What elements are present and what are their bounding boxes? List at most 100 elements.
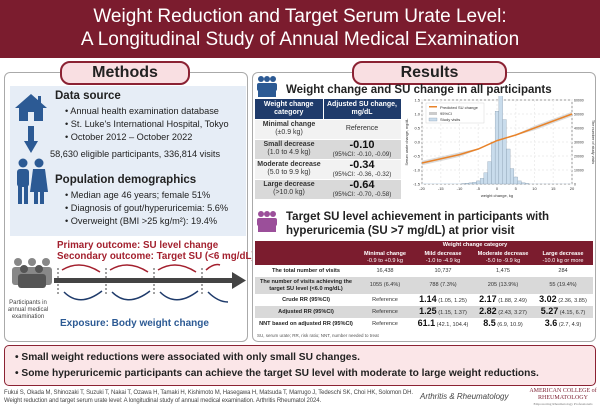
table-row: Crude RR (95%CI) Reference 1.14 (1.05, 1.2… — [255, 294, 593, 306]
table-cell: 205 (13.9%) — [473, 277, 533, 294]
participants-label: Participants in annual medical examinati… — [7, 300, 49, 320]
legend-swatch — [429, 106, 437, 108]
histogram-bar — [483, 172, 488, 185]
table-cell: Reference — [372, 296, 398, 303]
table-row: Large decrease (>10.0 kg) -0.64 (95%CI: -0.… — [255, 179, 401, 200]
table-cell: 3.02 (2.36, 3.85) — [539, 294, 587, 305]
table-row: NNT based on adjusted RR (95%CI) Referenc… — [255, 318, 593, 330]
y2-axis-label: The number of study visits — [591, 120, 595, 164]
histogram-bar — [502, 119, 507, 185]
table-cell: 61.1 (42.1, 104.4) — [417, 318, 469, 329]
legend-label: Predicted SU change — [440, 105, 479, 110]
legend-label: Study visits — [440, 117, 460, 122]
table-cell: 1055 (6.4%) — [357, 277, 413, 294]
exposure-label: Exposure: Body weight change — [60, 318, 209, 329]
conclusion-item: • Small weight reductions were associate… — [15, 352, 360, 363]
table-cell: 8.5 (6.9, 10.9) — [483, 318, 523, 329]
row-label: The number of visits achieving the targe… — [255, 277, 357, 294]
table-cell: 1.14 (1.05, 1.25) — [419, 294, 467, 305]
y2-tick-label: 10000 — [574, 169, 584, 173]
table-cell: 16,438 — [376, 267, 394, 274]
timeline-diagram — [12, 258, 246, 303]
table-row: Minimal change (±0.9 kg) Reference — [255, 119, 401, 140]
su-change-table: Weight change category Adjusted SU change… — [255, 99, 402, 200]
histogram-bar — [476, 180, 481, 185]
arrow-down-icon — [24, 126, 38, 153]
table-cell: 284 — [558, 267, 568, 274]
histogram-bar — [487, 161, 492, 185]
table-cell: 788 (7.3%) — [413, 277, 473, 294]
histogram-bar — [494, 111, 500, 185]
legend-label: 95%CI — [440, 111, 452, 116]
table-row: Small decrease (1.0 to 4.9 kg) -0.10 (95%CI… — [255, 139, 401, 160]
y2-tick-label: 30000 — [574, 141, 584, 145]
histogram-bar — [506, 148, 511, 185]
outcomes: Primary outcome: SU level change Seconda… — [57, 240, 255, 262]
x-tick-label: -5 — [476, 186, 480, 191]
eligible-count: 58,630 eligible participants, 336,814 vi… — [50, 149, 221, 159]
x-tick-label: 15 — [551, 186, 556, 191]
table-cell: 55 (19.4%) — [533, 277, 593, 294]
section1-title: Weight change and SU change in all parti… — [286, 84, 552, 96]
histogram-bar — [513, 176, 518, 185]
histogram-bar — [472, 182, 477, 185]
x-tick-label: -10 — [457, 186, 464, 191]
group-icon — [257, 76, 277, 97]
title-line-1: Weight Reduction and Target Serum Urate … — [93, 6, 507, 27]
table-cell: Reference — [372, 320, 398, 327]
table-footnote: SU, serum urate; RR, risk ratio; NNT, nu… — [257, 333, 379, 338]
x-tick-label: 20 — [570, 186, 575, 191]
table-row: The total number of visits 16,438 10,737 1,… — [255, 265, 593, 277]
col-header: Weight change category — [255, 99, 324, 120]
y-tick-label: -1.5 — [413, 182, 421, 187]
histogram-bar — [509, 168, 515, 185]
list-item: Median age 46 years; female 51% — [65, 189, 228, 202]
table-cell: 5.27 (4.15, 6.7) — [533, 306, 593, 318]
y-tick-label: -1.0 — [413, 168, 421, 173]
y-tick-label: -0.5 — [413, 154, 421, 159]
outcome-arrows — [61, 263, 221, 273]
histogram-bar — [491, 141, 496, 185]
list-item: Overweight (BMI >25 kg/m²): 19.4% — [65, 215, 228, 228]
histogram-bar — [464, 183, 470, 185]
exposure-arrows — [63, 290, 229, 303]
data-source-heading: Data source — [55, 90, 121, 102]
legend — [425, 102, 485, 124]
results-title: Results — [352, 61, 507, 85]
table-row: Moderate decrease (5.0 to 9.9 kg) -0.34 (95… — [255, 159, 401, 180]
table-row: The number of visits achieving the targe… — [255, 277, 593, 294]
table-cell: 10,737 — [434, 267, 452, 274]
table-row: Adjusted RR (95%CI) Reference 1.25 (1.15, … — [255, 306, 593, 318]
list-item: St. Luke's International Hospital, Tokyo — [65, 118, 229, 131]
group-icon — [257, 211, 277, 232]
group-header: Weight change category — [357, 241, 593, 250]
row-label: Adjusted RR (95%CI) — [255, 306, 357, 318]
y2-tick-label: 60000 — [574, 99, 584, 103]
people-icon — [17, 158, 48, 204]
legend-swatch — [428, 117, 438, 122]
secondary-outcome: Secondary outcome: Target SU (<6 mg/dL) — [57, 251, 255, 262]
x-tick-label: -15 — [438, 186, 445, 191]
data-source-list: Annual health examination database St. L… — [65, 105, 229, 144]
table-cell: 2.17 (1.88, 2.49) — [479, 294, 527, 305]
table-cell: Reference — [357, 306, 413, 318]
x-axis-label: weight change, kg — [481, 193, 513, 198]
y-axis-label: Serum urate change, mg/dL — [405, 118, 409, 165]
col-header: Mild decrease -1.0 to -4.9 kg — [413, 250, 473, 265]
y-tick-label: 1.0 — [414, 112, 420, 117]
list-item: Diagnosis of gout/hyperuricemia: 5.6% — [65, 202, 228, 215]
legend-swatch — [429, 112, 437, 115]
y-tick-label: 0.0 — [414, 140, 420, 145]
y2-tick-label: 20000 — [574, 155, 584, 159]
x-tick-label: 10 — [532, 186, 537, 191]
crowd-icon — [12, 258, 52, 288]
list-item: October 2012 – October 2022 — [65, 131, 229, 144]
demographics-heading: Population demographics — [55, 174, 197, 186]
y-tick-label: 0.5 — [414, 126, 420, 131]
table-cell: 1,475 — [496, 267, 510, 274]
conclusion-item: • Some hyperuricemic participants can ac… — [15, 368, 539, 379]
methods-title: Methods — [60, 61, 190, 85]
journal-logo: Arthritis & Rheumatology — [420, 392, 509, 401]
x-tick-label: -20 — [419, 186, 426, 191]
target-su-table: Weight change category Minimal change -0.… — [255, 241, 593, 330]
